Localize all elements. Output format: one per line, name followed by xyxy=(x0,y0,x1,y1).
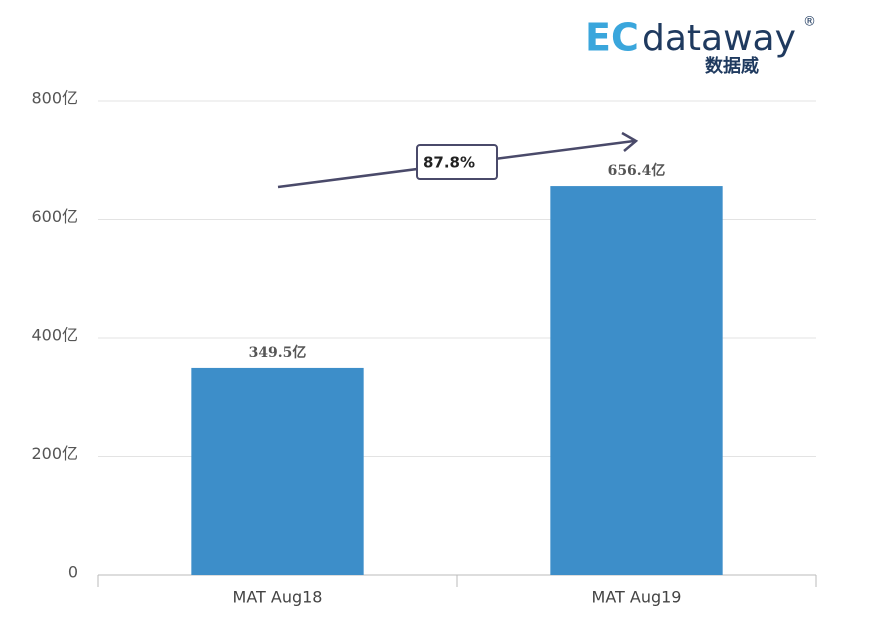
bar xyxy=(550,186,723,575)
value-label: 349.5亿 xyxy=(249,344,307,361)
x-tick-label: MAT Aug19 xyxy=(592,588,682,607)
y-tick-label: 200亿 xyxy=(31,444,78,463)
arrow-head xyxy=(621,131,639,152)
bar xyxy=(191,367,364,575)
logo-prefix: EC xyxy=(585,16,639,60)
logo: EC dataway ® 数据威 xyxy=(585,15,816,78)
x-tick-label: MAT Aug18 xyxy=(233,588,323,607)
y-tick-label: 600亿 xyxy=(31,207,78,226)
y-tick-label: 400亿 xyxy=(31,326,78,345)
annotation-box xyxy=(416,144,498,180)
y-tick-label: 0 xyxy=(68,563,78,582)
annotation: 87.8% xyxy=(423,154,475,172)
logo-sub: 数据威 xyxy=(705,55,759,77)
value-label: 656.4亿 xyxy=(608,162,666,179)
logo-brand: dataway xyxy=(642,18,796,59)
logo-mark: ® xyxy=(803,15,816,30)
y-tick-label: 800亿 xyxy=(31,89,78,108)
